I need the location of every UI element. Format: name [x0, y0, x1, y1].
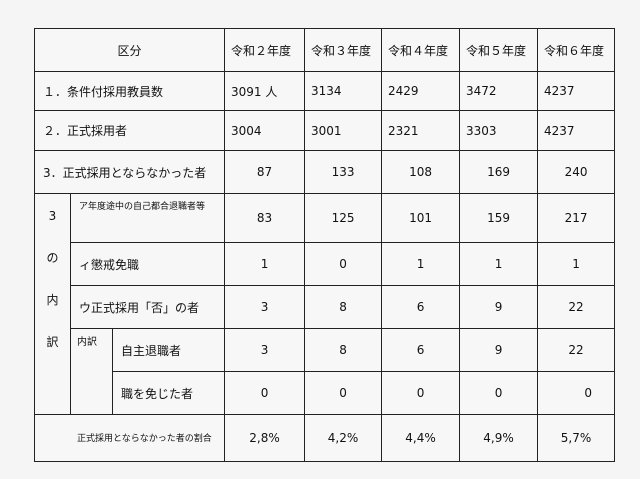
row-label: 正式採用とならなかった者の割合 — [33, 414, 226, 462]
cell-value: 9 — [459, 328, 539, 372]
cell-value: 87 — [224, 150, 306, 194]
row-label: ２．正式採用者 — [33, 110, 226, 151]
header-year: 令和５年度 — [459, 28, 539, 72]
cell-value: 8 — [304, 328, 383, 372]
cell-value: 2,8% — [224, 414, 306, 462]
cell-value: 22 — [537, 285, 616, 329]
cell-value: 1 — [381, 242, 461, 286]
table-row: 正式採用とならなかった者の割合 2,8% 4,2% 4,4% 4,9% 5,7% — [33, 414, 616, 462]
breakdown-sub-label: 内訳 — [70, 328, 113, 415]
breakdown-side-label: 3 の 内 訳 — [34, 193, 71, 415]
cell-value: 4,4% — [381, 414, 461, 462]
header-row: 区分 令和２年度 令和３年度 令和４年度 令和５年度 令和６年度 — [33, 28, 616, 72]
row-label: 自主退職者 — [111, 328, 226, 372]
cell-value: 3134 — [304, 71, 383, 111]
table-row: ィ懲戒免職 1 0 1 1 1 — [35, 242, 616, 286]
cell-value: 101 — [381, 193, 461, 243]
cell-value: 6 — [381, 328, 461, 372]
cell-value: 3001 — [304, 110, 383, 151]
cell-value: 3004 — [224, 110, 306, 151]
cell-value: 3303 — [459, 110, 539, 151]
recruitment-table: 区分 令和２年度 令和３年度 令和４年度 令和５年度 令和６年度 １．条件付採用… — [33, 28, 616, 462]
cell-value: 1 — [224, 242, 306, 286]
cell-value: 3472 — [459, 71, 539, 111]
header-category: 区分 — [33, 28, 226, 72]
cell-value: 3091 人 — [224, 71, 306, 111]
cell-value: 159 — [459, 193, 539, 243]
cell-value: 0 — [304, 242, 383, 286]
cell-value: 108 — [381, 150, 461, 194]
row-label: ア年度途中の自己都合退職者等 — [69, 193, 226, 243]
cell-value: 2429 — [381, 71, 461, 111]
cell-value: 169 — [459, 150, 539, 194]
cell-value: 22 — [537, 328, 616, 372]
header-year: 令和４年度 — [381, 28, 461, 72]
header-year: 令和６年度 — [537, 28, 616, 72]
table-row: ２．正式採用者 3004 3001 2321 3303 4237 — [33, 110, 616, 151]
cell-value: 2321 — [381, 110, 461, 151]
cell-value: 240 — [537, 150, 616, 194]
cell-value: 4237 — [537, 110, 616, 151]
cell-value: 5,7% — [537, 414, 616, 462]
cell-value: 133 — [304, 150, 383, 194]
cell-value: 1 — [537, 242, 616, 286]
row-label: ィ懲戒免職 — [69, 242, 226, 286]
table-row: 3．正式採用とならなかった者 87 133 108 169 240 — [33, 150, 616, 194]
cell-value: 0 — [381, 371, 461, 415]
cell-value: 4237 — [537, 71, 616, 111]
cell-value: 3 — [224, 285, 306, 329]
cell-value: 4,2% — [304, 414, 383, 462]
table-row: 職を免じた者 0 0 0 0 0 — [35, 371, 616, 415]
table-row: １．条件付採用教員数 3091 人 3134 2429 3472 4237 — [33, 71, 616, 111]
cell-value: 0 — [224, 371, 306, 415]
row-label: 3．正式採用とならなかった者 — [33, 150, 226, 194]
table-row: 3 の 内 訳 ア年度途中の自己都合退職者等 83 125 101 159 21… — [34, 193, 616, 415]
row-label: ウ正式採用「否」の者 — [69, 285, 226, 329]
cell-value: 8 — [304, 285, 383, 329]
cell-value: 3 — [224, 328, 306, 372]
cell-value: 6 — [381, 285, 461, 329]
cell-value: 217 — [537, 193, 616, 243]
cell-value: 4,9% — [459, 414, 539, 462]
cell-value: 1 — [459, 242, 539, 286]
table-row: 内訳 自主退職者 3 8 6 9 22 — [35, 328, 616, 415]
cell-value: 83 — [224, 193, 306, 243]
cell-value: 0 — [537, 371, 616, 415]
cell-value: 0 — [304, 371, 383, 415]
table-row: ウ正式採用「否」の者 3 8 6 9 22 — [35, 285, 616, 329]
cell-value: 0 — [459, 371, 539, 415]
cell-value: 9 — [459, 285, 539, 329]
cell-value: 125 — [304, 193, 383, 243]
header-year: 令和２年度 — [224, 28, 306, 72]
header-year: 令和３年度 — [304, 28, 383, 72]
row-label: １．条件付採用教員数 — [33, 71, 226, 111]
row-label: 職を免じた者 — [111, 371, 226, 415]
